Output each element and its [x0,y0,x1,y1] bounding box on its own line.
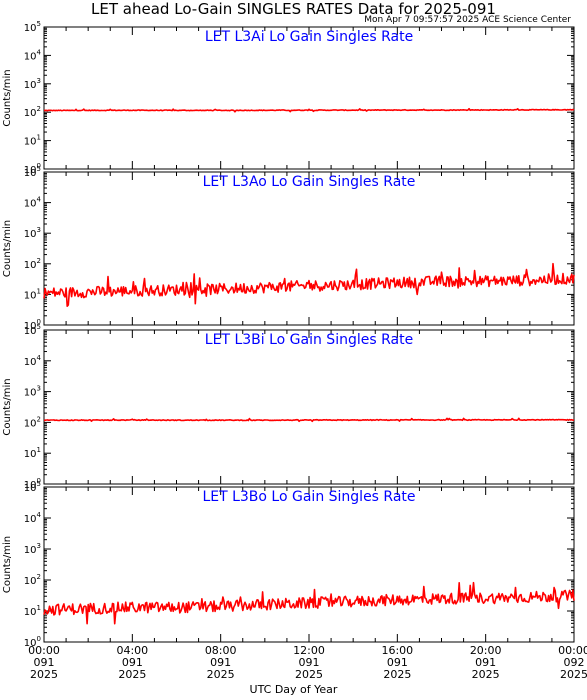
y-tick-label: 101 [24,604,41,618]
x-tick-time: 00:00 [558,644,587,657]
panel-frame [43,486,575,643]
data-series-line [43,262,575,308]
y-tick-exponent: 0 [37,635,41,643]
data-series-line [43,417,575,423]
x-tick-doy: 091 [475,656,496,669]
panel-2: 1 0 0 101 102 103 104 105 Counts/min LET L3Ao Lo … [2,165,575,332]
data-series-line [44,107,575,113]
y-axis-label: Counts/min [2,69,13,126]
y-tick-label: 103 [24,542,41,556]
x-tick-year: 2025 [295,668,323,681]
y-tick-label: 105 [24,165,41,179]
panel-4: 1 0 0 101 102 103 104 105 Counts/min LET L3Bo Lo … [2,480,575,649]
x-tick-doy: 091 [387,656,408,669]
y-tick-label: 104 [24,511,42,525]
y-tick-exponent: 3 [37,226,41,234]
y-tick-exponent: 3 [37,77,41,85]
y-tick-exponent: 2 [37,573,41,581]
y-tick-label: 103 [24,77,41,91]
generation-timestamp: Mon Apr 7 09:57:57 2025 ACE Science Cent… [364,15,571,25]
panel-title: LET L3Bi Lo Gain Singles Rate [205,332,413,348]
y-tick-exponent: 2 [37,257,41,265]
x-tick-doy: 091 [122,656,143,669]
y-tick-exponent: 5 [37,20,41,28]
x-axis-title: UTC Day of Year [249,683,338,696]
x-tick-time: 00:00 [28,644,60,657]
y-tick-exponent: 4 [37,511,42,519]
y-axis-label: Counts/min [2,536,13,593]
y-tick-label: 104 [24,48,42,62]
y-tick-label: 102 [24,105,41,119]
x-tick-year: 2025 [560,668,587,681]
y-tick-exponent: 3 [37,542,41,550]
y-tick-exponent: 1 [37,287,41,295]
y-tick-exponent: 4 [37,354,42,362]
y-tick-label: 102 [24,573,41,587]
x-tick-year: 2025 [207,668,235,681]
y-tick-exponent: 0 [37,162,41,170]
y-tick-exponent: 1 [37,446,41,454]
data-series-line [43,581,575,625]
y-tick-exponent: 1 [37,134,41,142]
y-tick-exponent: 1 [37,604,41,612]
x-tick-year: 2025 [118,668,146,681]
x-tick-year: 2025 [383,668,411,681]
x-tick-doy: 091 [34,656,55,669]
y-tick-exponent: 0 [37,477,41,485]
x-tick-time: 20:00 [470,644,502,657]
y-tick-label: 104 [24,196,42,210]
y-tick-exponent: 2 [37,415,41,423]
y-tick-label: 102 [24,415,41,429]
x-tick-time: 16:00 [381,644,413,657]
x-tick-doy: 092 [564,656,585,669]
panel-title: LET L3Ao Lo Gain Singles Rate [203,174,416,190]
panel-frame [43,329,575,485]
y-tick-exponent: 5 [37,323,41,331]
y-tick-label: 101 [24,287,41,301]
y-tick-label: 105 [24,20,41,34]
x-tick-time: 04:00 [116,644,148,657]
panel-title: LET L3Bo Lo Gain Singles Rate [202,489,415,505]
y-tick-label: 101 [24,446,41,460]
y-tick-exponent: 2 [37,105,41,113]
y-tick-exponent: 4 [37,48,42,56]
y-tick-label: 103 [24,385,41,399]
y-tick-exponent: 5 [37,165,41,173]
chart-title: LET ahead Lo-Gain SINGLES RATES Data for… [91,0,496,18]
y-tick-exponent: 4 [37,196,42,204]
panel-frame [43,171,575,326]
x-tick-doy: 091 [210,656,231,669]
y-tick-label: 103 [24,226,41,240]
y-tick-label: 105 [24,323,41,337]
y-tick-label: 104 [24,354,42,368]
panel-title: LET L3Ai Lo Gain Singles Rate [205,29,413,45]
x-tick-time: 12:00 [293,644,325,657]
x-tick-time: 08:00 [205,644,237,657]
y-tick-exponent: 5 [37,480,41,488]
x-tick-year: 2025 [472,668,500,681]
panel-frame [43,26,575,170]
x-tick-doy: 091 [299,656,320,669]
y-tick-exponent: 3 [37,385,41,393]
x-tick-year: 2025 [30,668,58,681]
y-axis-label: Counts/min [2,220,13,277]
y-tick-label: 102 [24,257,41,271]
y-tick-label: 101 [24,134,41,148]
y-axis-label: Counts/min [2,378,13,435]
y-tick-exponent: 0 [37,318,41,326]
y-tick-label: 105 [24,480,41,494]
